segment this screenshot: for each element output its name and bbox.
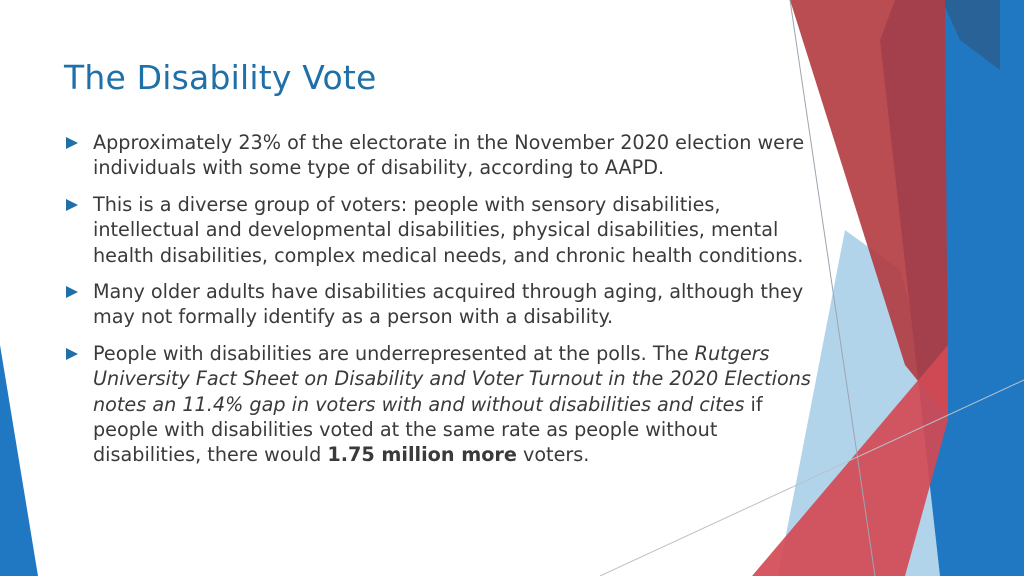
deco-dark-blue-top xyxy=(942,0,1000,70)
bullet-text-lead: People with disabilities are underrepres… xyxy=(93,341,695,365)
deco-thin-line-1 xyxy=(789,0,876,576)
fact-sheet-citation: Rutgers University Fact Sheet on Disabil… xyxy=(93,341,811,416)
bullet-item: Many older adults have disabilities acqu… xyxy=(66,279,826,330)
bullet-list: Approximately 23% of the electorate in t… xyxy=(66,130,826,479)
bullet-item: Approximately 23% of the electorate in t… xyxy=(66,130,826,181)
triangle-right-icon xyxy=(66,347,78,360)
triangle-right-icon xyxy=(66,286,78,299)
bullet-text-end: voters. xyxy=(516,443,590,467)
triangle-right-icon xyxy=(66,198,78,211)
bullet-item: This is a diverse group of voters: peopl… xyxy=(66,192,826,268)
highlight-figure: 1.75 million more xyxy=(327,443,517,467)
bullet-text: Approximately 23% of the electorate in t… xyxy=(93,131,805,180)
deco-red-band-top xyxy=(790,0,948,418)
slide-title: The Disability Vote xyxy=(64,58,377,97)
bullet-item: People with disabilities are underrepres… xyxy=(66,341,826,468)
bullet-text: Many older adults have disabilities acqu… xyxy=(93,280,804,329)
deco-blue-strip-left xyxy=(0,345,38,576)
bullet-text: This is a diverse group of voters: peopl… xyxy=(93,192,804,267)
bullet-text-mid: if people with disabilities voted at the… xyxy=(93,392,763,467)
deco-thin-line-2 xyxy=(599,379,1024,576)
triangle-right-icon xyxy=(66,137,78,149)
